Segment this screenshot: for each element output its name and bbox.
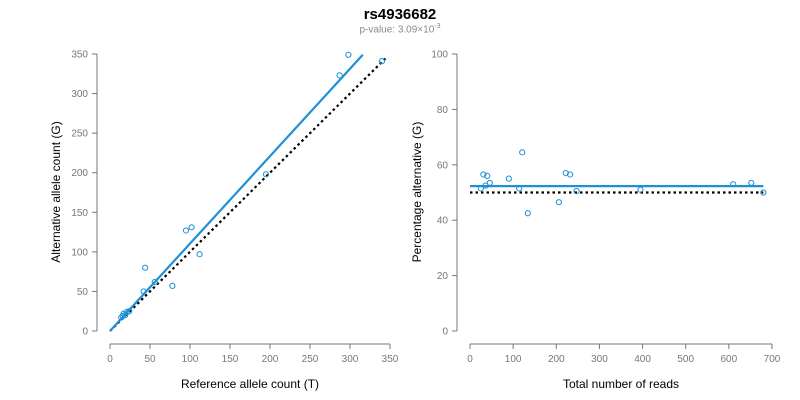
- data-point: [345, 51, 352, 58]
- y-tick-label: 40: [437, 216, 449, 227]
- x-tick-label: 700: [764, 354, 781, 365]
- data-point: [378, 58, 386, 65]
- data-point: [760, 189, 767, 196]
- data-point: [516, 185, 523, 192]
- fit-line: [109, 54, 364, 332]
- p-value-exponent: -3: [434, 23, 441, 30]
- data-point: [151, 278, 158, 286]
- data-point: [637, 186, 644, 193]
- y-tick-label: 350: [71, 50, 88, 61]
- p-value-text: p-value: 3.09×10: [359, 24, 435, 36]
- y-axis-title: Percentage alternative (G): [410, 122, 424, 263]
- data-point: [486, 179, 493, 186]
- scatter-panel-counts: 0 50 100 150 200 250 300 350 0 50 100 150 200 250 300 3…: [49, 50, 399, 392]
- data-point: [482, 182, 489, 189]
- y-tick-label: 80: [437, 105, 449, 116]
- chart-title: rs4936682: [363, 6, 437, 23]
- data-point: [140, 288, 147, 295]
- chart-subtitle: p-value: 3.09×10-3: [0, 23, 800, 35]
- x-tick-label: 50: [144, 354, 156, 365]
- x-tick-label: 600: [721, 354, 738, 365]
- x-tick-label: 250: [302, 354, 319, 365]
- data-point: [182, 227, 190, 234]
- x-tick-label: 300: [591, 354, 608, 365]
- data-point: [562, 170, 569, 177]
- data-point: [120, 310, 127, 317]
- y-tick-label: 100: [431, 50, 448, 61]
- y-axis-title: Alternative allele count (G): [49, 121, 63, 262]
- data-point: [477, 185, 484, 192]
- data-point: [566, 171, 574, 178]
- data-point: [122, 312, 129, 319]
- x-tick-label: 0: [467, 354, 473, 365]
- x-tick-label: 500: [677, 354, 694, 365]
- data-point: [142, 264, 149, 271]
- data-point: [484, 172, 491, 179]
- data-point: [188, 224, 195, 231]
- data-point: [336, 72, 343, 79]
- data-point: [169, 282, 176, 289]
- data-point: [480, 171, 487, 178]
- y-tick-label: 20: [437, 271, 449, 282]
- y-tick-label: 50: [77, 287, 89, 298]
- x-tick-label: 300: [342, 354, 359, 365]
- y-tick-label: 0: [442, 327, 448, 338]
- reference-line: [109, 57, 387, 332]
- x-tick-label: 100: [505, 354, 522, 365]
- data-point: [524, 210, 531, 217]
- y-tick-label: 60: [437, 160, 449, 171]
- y-tick-label: 150: [71, 208, 88, 219]
- data-point: [126, 308, 133, 315]
- y-tick-label: 100: [71, 247, 88, 258]
- y-tick-label: 300: [71, 89, 88, 100]
- x-tick-label: 350: [382, 354, 399, 365]
- data-point: [748, 179, 755, 186]
- data-point: [505, 175, 512, 182]
- x-tick-label: 200: [262, 354, 279, 365]
- y-tick-label: 250: [71, 129, 88, 140]
- scatter-panel-percentage: 0 100 200 300 400 500 600 700 0 20 40 60 80 100 Total …: [410, 50, 781, 392]
- x-axis-title: Total number of reads: [563, 377, 679, 391]
- x-tick-label: 200: [548, 354, 565, 365]
- data-point: [573, 188, 580, 195]
- data-point: [262, 171, 270, 178]
- x-axis-title: Reference allele count (T): [181, 377, 319, 391]
- data-point: [519, 149, 526, 156]
- data-point: [555, 199, 562, 206]
- y-tick-label: 200: [71, 168, 88, 179]
- data-point: [730, 181, 737, 188]
- x-tick-label: 150: [222, 354, 239, 365]
- x-tick-label: 400: [634, 354, 651, 365]
- x-tick-label: 0: [107, 354, 113, 365]
- y-tick-label: 0: [82, 327, 88, 338]
- x-tick-label: 100: [182, 354, 199, 365]
- data-point: [196, 251, 203, 258]
